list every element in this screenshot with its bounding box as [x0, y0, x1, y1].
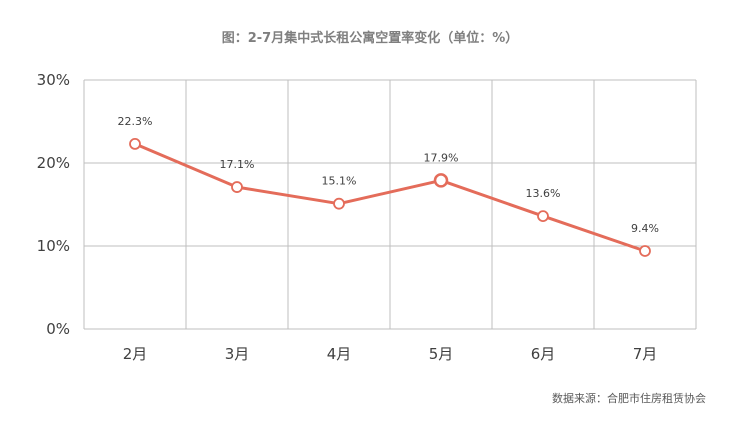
y-tick-label: 20% — [37, 154, 70, 172]
x-axis-ticks: 2月 3月 4月 5月 6月 7月 — [123, 345, 658, 363]
data-point — [537, 210, 549, 223]
data-point — [129, 138, 141, 150]
data-label: 22.3% — [118, 115, 153, 128]
plot-grid — [83, 79, 697, 330]
x-tick-label: 2月 — [123, 345, 148, 363]
data-point — [639, 245, 651, 257]
data-labels: 22.3% 17.1% 15.1% 17.9% 13.6% 9.4% — [118, 115, 659, 235]
y-tick-label: 0% — [46, 320, 70, 338]
data-label: 9.4% — [631, 222, 659, 235]
chart-source: 数据来源：合肥市住房租赁协会 — [552, 391, 706, 405]
data-label: 15.1% — [322, 175, 357, 188]
data-label: 13.6% — [526, 187, 561, 200]
y-axis-ticks: 0% 10% 20% 30% — [37, 71, 70, 338]
x-tick-label: 6月 — [531, 345, 556, 363]
series-line — [134, 142, 646, 253]
y-tick-label: 10% — [37, 237, 70, 255]
x-tick-label: 4月 — [327, 345, 352, 363]
x-tick-label: 3月 — [225, 345, 250, 363]
x-tick-label: 7月 — [633, 345, 658, 363]
data-point — [433, 173, 449, 188]
data-point — [333, 197, 345, 210]
data-point — [231, 181, 243, 193]
chart-title: 图：2-7月集中式长租公寓空置率变化（单位：%） — [222, 30, 519, 46]
series-vacancy-rate — [129, 138, 651, 257]
x-tick-label: 5月 — [429, 345, 454, 363]
y-tick-label: 30% — [37, 71, 70, 89]
data-label: 17.9% — [424, 151, 459, 164]
data-label: 17.1% — [220, 158, 255, 171]
